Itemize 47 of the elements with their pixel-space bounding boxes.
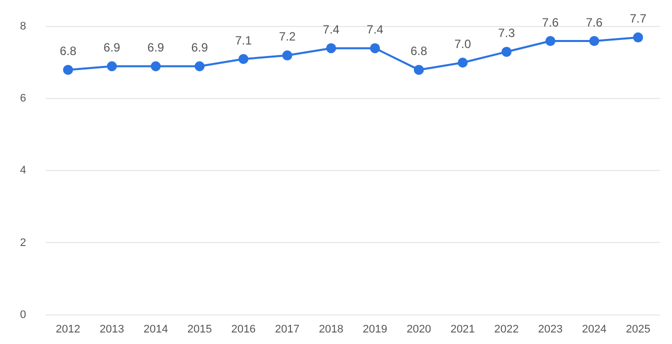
x-tick-label: 2015 <box>187 323 212 336</box>
x-tick-label: 2020 <box>406 323 432 336</box>
data-label: 7.6 <box>586 15 603 30</box>
point <box>326 43 336 54</box>
data-label: 7.4 <box>366 22 384 37</box>
point <box>282 50 292 60</box>
point <box>370 43 380 54</box>
x-tick-label: 2023 <box>538 323 563 336</box>
y-tick-label: 4 <box>20 164 26 177</box>
point <box>589 36 600 46</box>
x-tick-label: 2018 <box>318 323 344 336</box>
point <box>106 61 117 72</box>
point <box>633 32 644 42</box>
x-tick-label: 2017 <box>275 323 300 336</box>
point <box>194 61 205 72</box>
x-tick-label: 2024 <box>582 323 606 336</box>
x-tick-label: 2014 <box>143 323 168 336</box>
x-tick-label: 2016 <box>231 323 256 336</box>
point <box>545 36 556 46</box>
data-label: 7.7 <box>630 12 647 26</box>
data-label: 6.9 <box>104 40 121 55</box>
point <box>238 54 248 64</box>
data-label: 7.2 <box>278 30 296 44</box>
y-tick-label: 2 <box>20 236 26 249</box>
data-label: 6.9 <box>147 40 164 55</box>
data-label: 7.0 <box>454 36 472 51</box>
x-tick-label: 2013 <box>100 323 124 336</box>
y-tick-label: 8 <box>20 20 26 33</box>
data-label: 7.4 <box>322 22 340 37</box>
point <box>414 64 424 75</box>
data-label: 6.8 <box>60 44 77 58</box>
x-tick-label: 2025 <box>626 323 650 336</box>
x-tick-label: 2019 <box>362 323 388 336</box>
data-label: 7.6 <box>542 15 560 30</box>
x-tick-label: 2021 <box>450 323 475 336</box>
y-tick-label: 6 <box>20 92 26 105</box>
data-label: 6.9 <box>191 40 208 55</box>
x-tick-label: 2022 <box>494 323 519 336</box>
data-label: 7.3 <box>498 26 516 40</box>
y-tick-label: 0 <box>20 308 26 321</box>
data-label: 7.1 <box>235 33 252 48</box>
data-label: 6.8 <box>410 44 428 58</box>
point <box>502 46 512 57</box>
point <box>63 64 74 75</box>
x-tick-label: 2012 <box>56 323 80 336</box>
point <box>458 58 468 68</box>
point <box>150 61 161 72</box>
